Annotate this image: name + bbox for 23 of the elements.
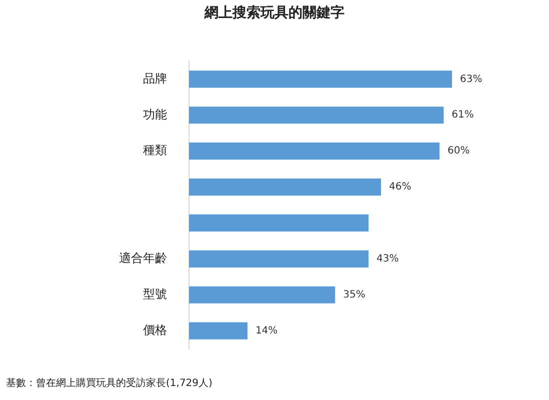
- data-label: 61%: [452, 110, 474, 121]
- chart-title: 網上搜索玩具的關鍵字: [203, 4, 346, 22]
- data-label: 60%: [447, 146, 470, 157]
- y-tick-label: 價格: [143, 322, 167, 337]
- y-tick-label: 適合年齡: [119, 251, 167, 266]
- bar: [189, 214, 369, 232]
- data-label: 46%: [389, 182, 412, 193]
- data-label: 35%: [343, 289, 366, 300]
- bar: [189, 250, 369, 268]
- bar: [189, 106, 444, 124]
- bar: [189, 178, 382, 196]
- y-tick-label: 種類: [143, 143, 167, 158]
- y-tick-label: 型號: [143, 287, 167, 301]
- bar: [189, 142, 440, 160]
- bar: [189, 286, 336, 304]
- bar: [189, 70, 452, 88]
- y-tick-label: 功能: [143, 107, 167, 122]
- data-label: 14%: [255, 325, 278, 336]
- data-label: 63%: [460, 74, 482, 85]
- text: 基數：曾在網上購買玩具的受訪家長(1,729人): [6, 376, 212, 390]
- bar: [189, 322, 248, 340]
- y-tick-label: 品牌: [143, 71, 167, 86]
- data-label: 43%: [376, 254, 399, 265]
